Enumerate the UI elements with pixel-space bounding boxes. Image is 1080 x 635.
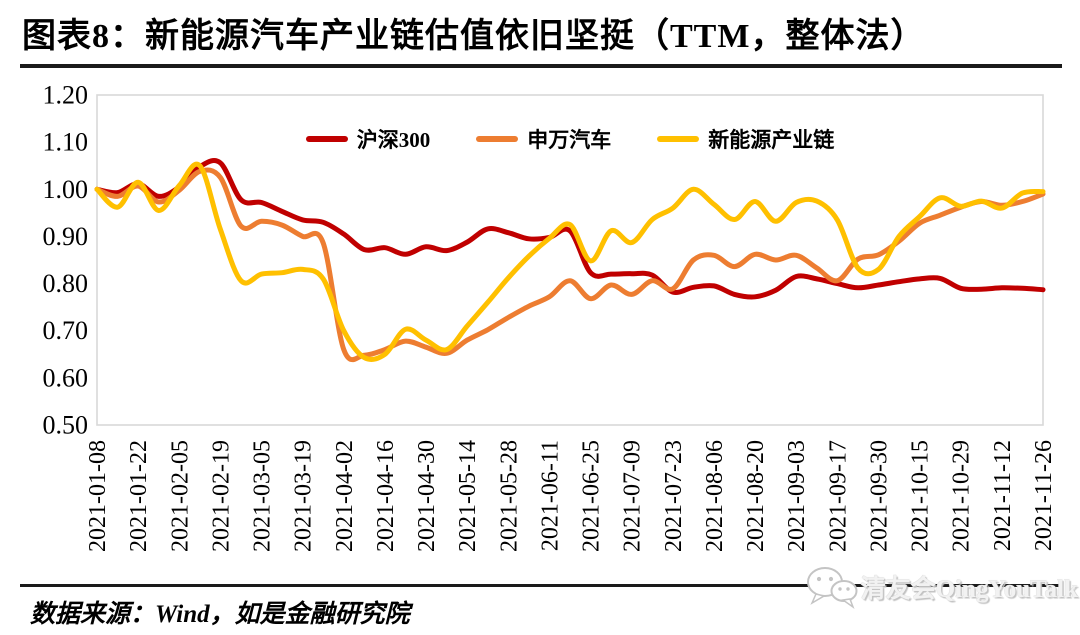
x-tick-label: 2021-04-16 bbox=[373, 440, 399, 552]
x-tick-label: 2021-06-25 bbox=[579, 440, 605, 552]
legend-swatch-hs300 bbox=[305, 136, 348, 142]
x-tick-label: 2021-07-23 bbox=[661, 440, 687, 552]
qingyoutalk-watermark: 清友会QingYouTalk bbox=[805, 564, 1078, 610]
legend-item-hs300: 沪深300 bbox=[305, 124, 431, 154]
x-tick-label: 2021-09-30 bbox=[866, 440, 892, 552]
x-tick-label: 2021-01-22 bbox=[126, 440, 152, 552]
x-tick-label: 2021-02-19 bbox=[208, 440, 234, 552]
legend-swatch-sw-auto bbox=[476, 136, 519, 142]
legend-swatch-nev-chain bbox=[657, 136, 700, 142]
y-tick-label: 1.00 bbox=[43, 175, 89, 204]
x-tick-label: 2021-03-19 bbox=[291, 440, 317, 552]
x-tick-label: 2021-03-05 bbox=[250, 440, 276, 552]
x-tick-label: 2021-06-11 bbox=[537, 440, 563, 551]
chart-legend: 沪深300 申万汽车 新能源产业链 bbox=[97, 124, 1043, 154]
x-tick-label: 2021-10-29 bbox=[949, 440, 975, 552]
x-tick-label: 2021-04-30 bbox=[414, 440, 440, 552]
x-tick-label: 2021-11-12 bbox=[990, 440, 1016, 551]
data-source-note: 数据来源：Wind，如是金融研究院 bbox=[30, 601, 410, 628]
plot-border bbox=[96, 94, 1044, 426]
x-tick-label: 2021-05-28 bbox=[496, 440, 522, 552]
x-tick-label: 2021-01-08 bbox=[85, 440, 111, 552]
y-tick-label: 0.80 bbox=[43, 269, 89, 298]
x-tick-label: 2021-11-26 bbox=[1031, 440, 1057, 551]
legend-item-nev-chain: 新能源产业链 bbox=[657, 124, 834, 154]
wechat-bubbles-icon bbox=[806, 567, 858, 610]
y-tick-label: 0.70 bbox=[43, 316, 89, 345]
legend-item-sw-auto: 申万汽车 bbox=[476, 124, 611, 154]
y-tick-label: 0.90 bbox=[43, 222, 89, 251]
x-tick-label: 2021-10-15 bbox=[908, 440, 934, 552]
y-tick-label: 0.50 bbox=[43, 411, 89, 440]
y-tick-label: 1.10 bbox=[43, 128, 89, 157]
x-tick-label: 2021-04-02 bbox=[332, 440, 358, 552]
series-line-沪深300 bbox=[94, 158, 1046, 300]
title-divider bbox=[20, 64, 1062, 68]
x-tick-label: 2021-07-09 bbox=[620, 440, 646, 552]
x-tick-label: 2021-05-14 bbox=[455, 440, 481, 552]
legend-label: 新能源产业链 bbox=[708, 128, 835, 152]
x-tick-label: 2021-09-03 bbox=[784, 440, 810, 552]
chart-title: 图表8：新能源汽车产业链估值依旧坚挺（TTM，整体法） bbox=[22, 18, 926, 55]
footer-divider bbox=[20, 584, 1062, 587]
watermark-text: 清友会QingYouTalk bbox=[860, 576, 1078, 603]
legend-label: 沪深300 bbox=[356, 128, 431, 152]
series-line-申万汽车 bbox=[94, 167, 1046, 363]
x-tick-label: 2021-08-20 bbox=[743, 440, 769, 552]
y-tick-label: 0.60 bbox=[43, 363, 89, 392]
x-tick-label: 2021-02-05 bbox=[167, 440, 193, 552]
legend-label: 申万汽车 bbox=[527, 128, 612, 152]
x-tick-label: 2021-08-06 bbox=[702, 440, 728, 552]
y-tick-label: 1.20 bbox=[43, 81, 89, 110]
series-line-新能源产业链 bbox=[94, 161, 1046, 363]
x-tick-label: 2021-09-17 bbox=[825, 440, 851, 552]
